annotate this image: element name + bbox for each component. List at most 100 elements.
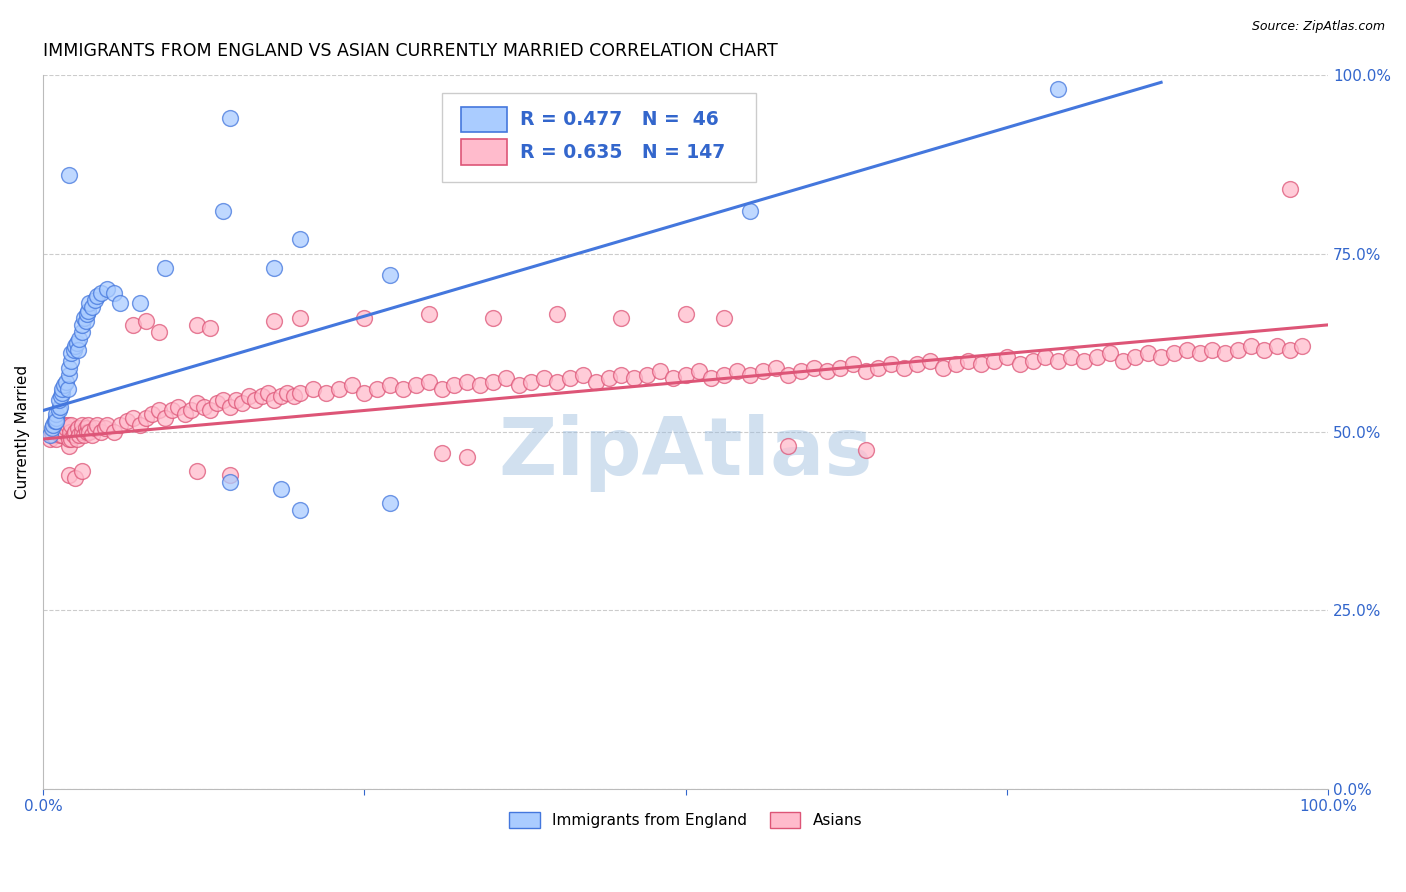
Point (79, 296, 101, 310)
Point (70, 464, 93, 478)
Point (270, 389, 292, 403)
Point (77, 303, 100, 318)
Point (270, 482, 292, 496)
FancyBboxPatch shape (441, 93, 756, 182)
Point (70, 318, 93, 332)
Point (48, 392, 70, 407)
Point (675, 307, 697, 321)
Point (51, 421, 73, 435)
Point (55, 375, 77, 389)
Point (115, 414, 138, 428)
Point (70, 325, 93, 339)
Point (42, 428, 65, 442)
Point (1060, 350, 1083, 364)
Point (495, 371, 517, 385)
Point (70, 417, 93, 432)
Point (482, 310, 505, 325)
Point (546, 375, 568, 389)
Point (995, 350, 1018, 364)
Text: R = 0.635   N = 147: R = 0.635 N = 147 (520, 143, 725, 161)
Point (218, 475, 240, 489)
Point (790, 364, 813, 378)
Point (212, 392, 235, 407)
Point (73, 428, 96, 442)
Point (815, 364, 838, 378)
Point (263, 392, 285, 407)
Point (1175, 343, 1198, 357)
Point (128, 417, 150, 432)
Point (70, 425, 93, 439)
Point (893, 360, 915, 375)
Point (135, 314, 157, 328)
Point (58, 368, 80, 382)
Point (1240, 339, 1263, 353)
Point (868, 360, 890, 375)
Point (42, 417, 65, 432)
Point (572, 368, 595, 382)
Point (49, 428, 72, 442)
Point (45, 421, 67, 435)
Point (1227, 343, 1250, 357)
Point (257, 385, 280, 400)
Point (418, 307, 440, 321)
Point (1265, 339, 1288, 353)
Point (41, 421, 63, 435)
Point (65, 432, 87, 446)
Point (53, 425, 76, 439)
Point (392, 382, 415, 396)
Point (1215, 346, 1237, 360)
Point (945, 357, 967, 371)
Point (38, 428, 60, 442)
Point (957, 353, 980, 368)
Text: ZipAtlas: ZipAtlas (498, 414, 873, 492)
Point (245, 392, 267, 407)
Point (186, 464, 208, 478)
Point (51, 417, 73, 432)
Point (96, 282, 118, 296)
Point (58, 467, 80, 482)
Point (290, 310, 312, 325)
Point (55, 421, 77, 435)
Point (45, 410, 67, 425)
Point (1073, 353, 1095, 368)
Point (80, 300, 103, 314)
Point (752, 364, 775, 378)
Point (688, 364, 710, 378)
Point (725, 364, 748, 378)
Point (94, 421, 117, 435)
Point (58, 360, 80, 375)
Point (1085, 350, 1108, 364)
Point (51, 382, 73, 396)
Point (155, 260, 177, 275)
Point (51, 389, 73, 403)
Point (1047, 82, 1070, 96)
Point (1278, 343, 1301, 357)
Point (103, 425, 125, 439)
Point (1201, 343, 1223, 357)
Point (378, 268, 401, 282)
Point (173, 407, 195, 421)
Point (430, 382, 453, 396)
Point (58, 439, 80, 453)
Point (218, 400, 240, 414)
Point (63, 428, 86, 442)
Point (353, 310, 375, 325)
Point (76, 307, 98, 321)
Point (44, 425, 66, 439)
Point (520, 375, 543, 389)
Point (128, 296, 150, 310)
Point (51, 385, 73, 400)
Point (135, 410, 157, 425)
Point (86, 417, 108, 432)
Point (205, 396, 228, 410)
Point (918, 353, 941, 368)
Point (225, 392, 247, 407)
Point (662, 371, 685, 385)
Point (713, 368, 735, 382)
Point (79, 425, 101, 439)
Point (1008, 357, 1031, 371)
Point (931, 360, 953, 375)
Point (48, 403, 70, 417)
Point (167, 400, 190, 414)
Point (1021, 353, 1043, 368)
